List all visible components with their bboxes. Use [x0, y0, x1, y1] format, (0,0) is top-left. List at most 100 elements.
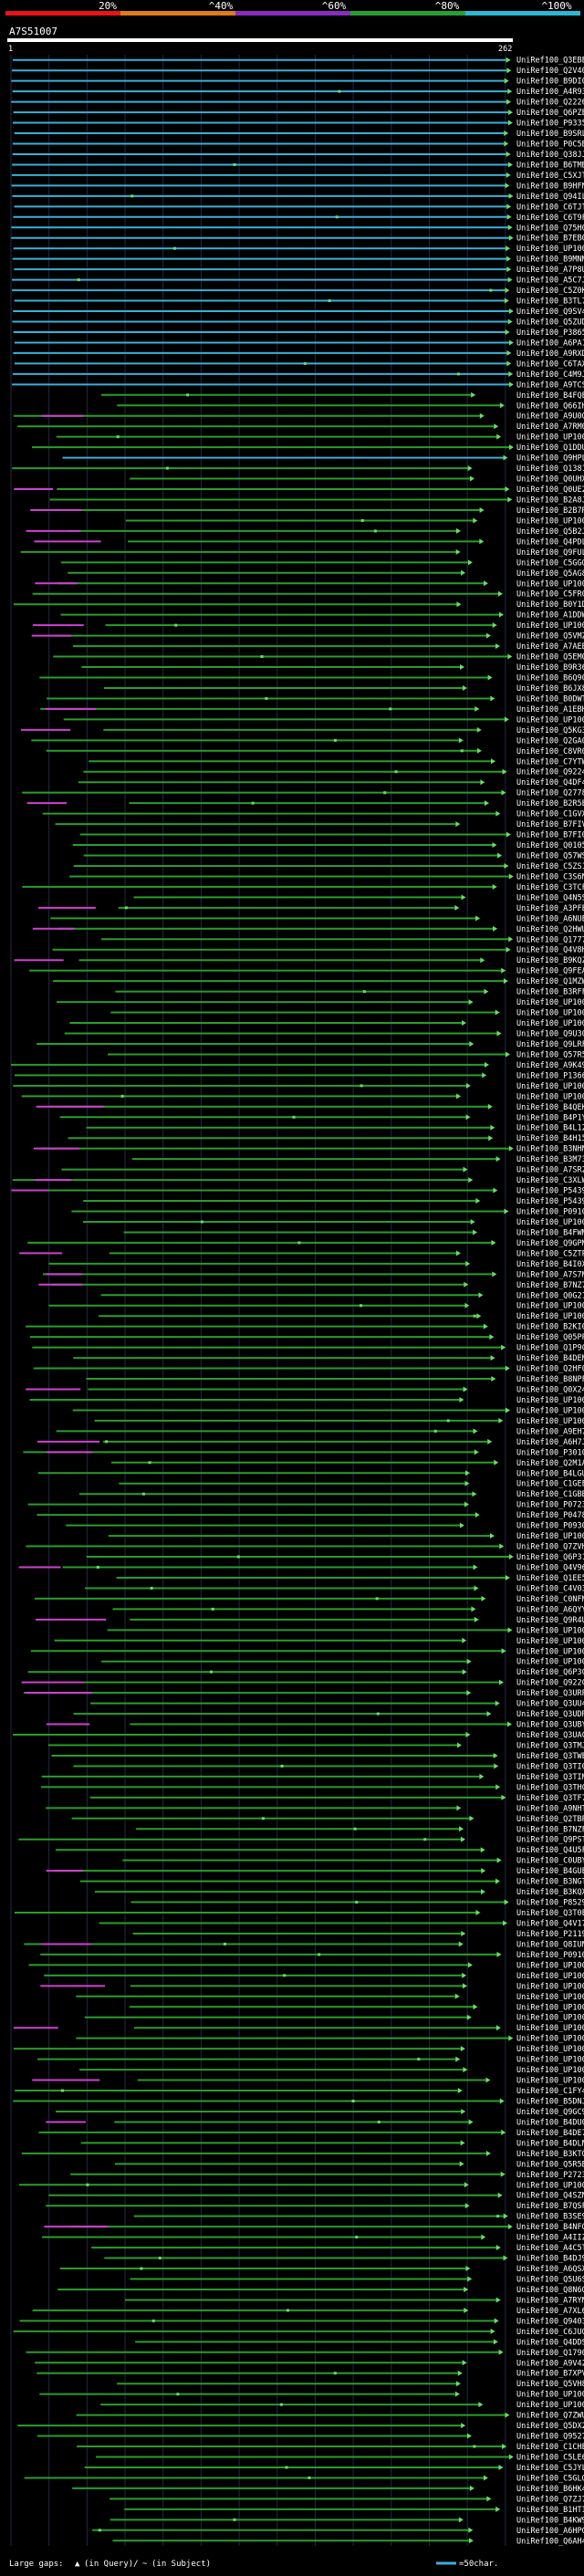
hit-label[interactable]: UniRef100_Q3TF72: [516, 1794, 584, 1803]
alignment-row[interactable]: UniRef100_C5Z0K0: [12, 287, 584, 296]
hit-label[interactable]: UniRef100_B0DWT9: [516, 694, 584, 704]
alignment-row[interactable]: UniRef100_A4R937: [12, 88, 584, 97]
hit-label[interactable]: UniRef100_Q5VMZ4: [516, 632, 584, 641]
hit-label[interactable]: UniRef100_UP1000..: [516, 1312, 584, 1321]
hit-label[interactable]: UniRef100_B7EB08: [516, 235, 584, 244]
hit-label[interactable]: UniRef100_Q94IL2: [516, 193, 584, 202]
alignment-row[interactable]: UniRef100_Q9403A: [19, 2317, 584, 2326]
alignment-row[interactable]: UniRef100_B6TMB2: [12, 161, 584, 170]
hit-label[interactable]: UniRef100_Q6PZE8: [516, 109, 584, 118]
alignment-row[interactable]: UniRef100_UP1000..: [79, 2066, 584, 2075]
alignment-row[interactable]: UniRef100_C5ZTP5: [19, 1249, 584, 1258]
hit-label[interactable]: UniRef100_UP1000..: [516, 1302, 584, 1311]
alignment-row[interactable]: UniRef100_UP1000..: [13, 2045, 584, 2054]
alignment-row[interactable]: UniRef100_Q3TF72: [89, 1794, 584, 1803]
alignment-row[interactable]: UniRef100_Q5ZUD6: [12, 318, 584, 328]
hit-label[interactable]: UniRef100_B9SRL2: [516, 130, 584, 139]
hit-label[interactable]: UniRef100_P54399-2: [516, 1187, 584, 1196]
alignment-row[interactable]: UniRef100_A6QSX3: [59, 2265, 584, 2274]
hit-label[interactable]: UniRef100_Q6P311: [516, 1553, 584, 1562]
hit-label[interactable]: UniRef100_P07237: [516, 1501, 584, 1510]
alignment-row[interactable]: UniRef100_Q6P3C0: [27, 1668, 584, 1677]
alignment-row[interactable]: UniRef100_Q9FUL2: [20, 548, 584, 558]
alignment-row[interactable]: UniRef100_Q38JJ2: [12, 151, 584, 160]
hit-label[interactable]: UniRef100_B3TL77: [516, 297, 584, 307]
alignment-row[interactable]: UniRef100_Q8N6Q6: [57, 2286, 584, 2295]
hit-label[interactable]: UniRef100_A5C7J5: [516, 276, 584, 286]
hit-label[interactable]: UniRef100_C1GBB3: [516, 1490, 584, 1499]
hit-label[interactable]: UniRef100_Q6P3C0: [516, 1668, 584, 1677]
hit-label[interactable]: UniRef100_B6Q903: [516, 674, 584, 683]
hit-label[interactable]: UniRef100_A7XL61: [516, 2307, 584, 2316]
alignment-row[interactable]: UniRef100_A4IIZ8: [42, 2234, 584, 2243]
alignment-row[interactable]: UniRef100_UP1000..: [84, 2014, 584, 2023]
alignment-row[interactable]: UniRef100_Q3UAC3: [13, 1731, 584, 1740]
alignment-row[interactable]: UniRef100_Q75H08: [11, 224, 584, 233]
alignment-row[interactable]: UniRef100_B2A8J0: [49, 496, 584, 506]
alignment-row[interactable]: UniRef100_B7QSF1: [46, 2202, 584, 2211]
hit-label[interactable]: UniRef100_Q9GPM2: [516, 1239, 584, 1248]
alignment-row[interactable]: UniRef100_A7P8U0: [14, 266, 584, 275]
alignment-row[interactable]: UniRef100_A6QYY4: [112, 1605, 584, 1614]
alignment-row[interactable]: UniRef100_A9TCS7: [12, 381, 584, 390]
alignment-row[interactable]: UniRef100_Q7ZVH2: [26, 1543, 584, 1552]
alignment-row[interactable]: UniRef100_UP1000..: [13, 245, 584, 254]
alignment-row[interactable]: UniRef100_Q01053: [72, 841, 584, 850]
alignment-row[interactable]: UniRef100_Q4DDS4: [135, 2338, 584, 2347]
alignment-row[interactable]: UniRef100_Q66IH3: [117, 402, 584, 411]
hit-label[interactable]: UniRef100_B0Y1D4: [516, 600, 584, 610]
alignment-row[interactable]: UniRef100_B4DEM1: [73, 1354, 584, 1363]
alignment-row[interactable]: UniRef100_Q13811: [12, 464, 584, 474]
hit-label[interactable]: UniRef100_P09307: [516, 1522, 584, 1531]
alignment-row[interactable]: UniRef100_UP1000..: [107, 1626, 584, 1635]
hit-label[interactable]: UniRef100_Q3UDR2: [516, 1710, 584, 1719]
hit-label[interactable]: UniRef100_A6H7J6: [516, 1438, 584, 1447]
alignment-row[interactable]: UniRef100_Q1EE59: [116, 1574, 584, 1583]
alignment-row[interactable]: UniRef100_Q6PZE8: [13, 109, 584, 118]
alignment-row[interactable]: UniRef100_A9V426: [35, 2359, 584, 2368]
alignment-row[interactable]: UniRef100_C3XLW1: [12, 1176, 584, 1185]
hit-label[interactable]: UniRef100_Q1MZW3: [516, 977, 584, 986]
alignment-row[interactable]: UniRef100_Q8IUN0: [24, 1940, 584, 1949]
hit-label[interactable]: UniRef100_B7FI07: [516, 831, 584, 840]
alignment-row[interactable]: UniRef100_B7NZF1: [136, 1825, 584, 1834]
hit-label[interactable]: UniRef100_UP1000..: [516, 2045, 584, 2054]
hit-label[interactable]: UniRef100_A9NHT1: [516, 1804, 584, 1813]
alignment-row[interactable]: UniRef100_UP1000..: [99, 1312, 584, 1321]
hit-label[interactable]: UniRef100_UP1000..: [516, 2401, 584, 2410]
alignment-row[interactable]: UniRef100_UP1000..: [76, 1993, 584, 2002]
alignment-row[interactable]: UniRef100_Q05PP0: [29, 1333, 584, 1342]
hit-label[interactable]: UniRef100_Q9U307: [516, 1030, 584, 1039]
alignment-row[interactable]: UniRef100_Q94IL2: [12, 193, 584, 202]
alignment-row[interactable]: UniRef100_C8VR03: [46, 747, 584, 756]
alignment-row[interactable]: UniRef100_C7YTW2: [89, 757, 584, 767]
alignment-row[interactable]: UniRef100_Q5EM02: [53, 653, 584, 662]
alignment-row[interactable]: UniRef100_C3S6N3: [69, 872, 584, 881]
hit-label[interactable]: UniRef100_B4KW98: [516, 2516, 584, 2525]
alignment-row[interactable]: UniRef100_UP1000..: [56, 433, 584, 443]
alignment-row[interactable]: UniRef100_Q57WS0: [83, 852, 584, 861]
alignment-row[interactable]: UniRef100_P0C5B7: [12, 141, 584, 150]
alignment-row[interactable]: UniRef100_A7XL61: [32, 2307, 584, 2316]
hit-label[interactable]: UniRef100_C3XLW1: [516, 1176, 584, 1185]
hit-label[interactable]: UniRef100_Q4V174: [516, 1920, 584, 1929]
alignment-row[interactable]: UniRef100_P09102: [71, 1208, 584, 1217]
hit-label[interactable]: UniRef100_Q9PST0: [516, 1836, 584, 1845]
hit-label[interactable]: UniRef100_Q2TBP4: [516, 1815, 584, 1824]
hit-label[interactable]: UniRef100_C5ZS16: [516, 862, 584, 871]
alignment-row[interactable]: UniRef100_B0DWT9: [47, 694, 584, 704]
alignment-row[interactable]: UniRef100_Q2TBP4: [71, 1815, 584, 1824]
alignment-row[interactable]: UniRef100_B9KQZ6: [14, 956, 584, 965]
hit-label[interactable]: UniRef100_P85299: [516, 1899, 584, 1908]
alignment-row[interactable]: UniRef100_B4L127: [86, 1124, 584, 1133]
alignment-row[interactable]: UniRef100_B3NGT9: [79, 1878, 584, 1887]
hit-label[interactable]: UniRef100_B4QEK5: [516, 1103, 584, 1112]
hit-label[interactable]: UniRef100_B9KQZ6: [516, 956, 584, 965]
alignment-row[interactable]: UniRef100_B4QEK5: [36, 1103, 584, 1112]
hit-label[interactable]: UniRef100_Q9403A: [516, 2317, 584, 2326]
alignment-row[interactable]: UniRef100_Q3EBE6: [12, 57, 584, 66]
alignment-row[interactable]: UniRef100_P13667: [15, 1071, 584, 1080]
alignment-row[interactable]: UniRef100_B9DI05: [11, 78, 584, 87]
alignment-row[interactable]: UniRef100_Q4DF46: [78, 778, 584, 787]
hit-label[interactable]: UniRef100_C5ZTP5: [516, 1249, 584, 1258]
